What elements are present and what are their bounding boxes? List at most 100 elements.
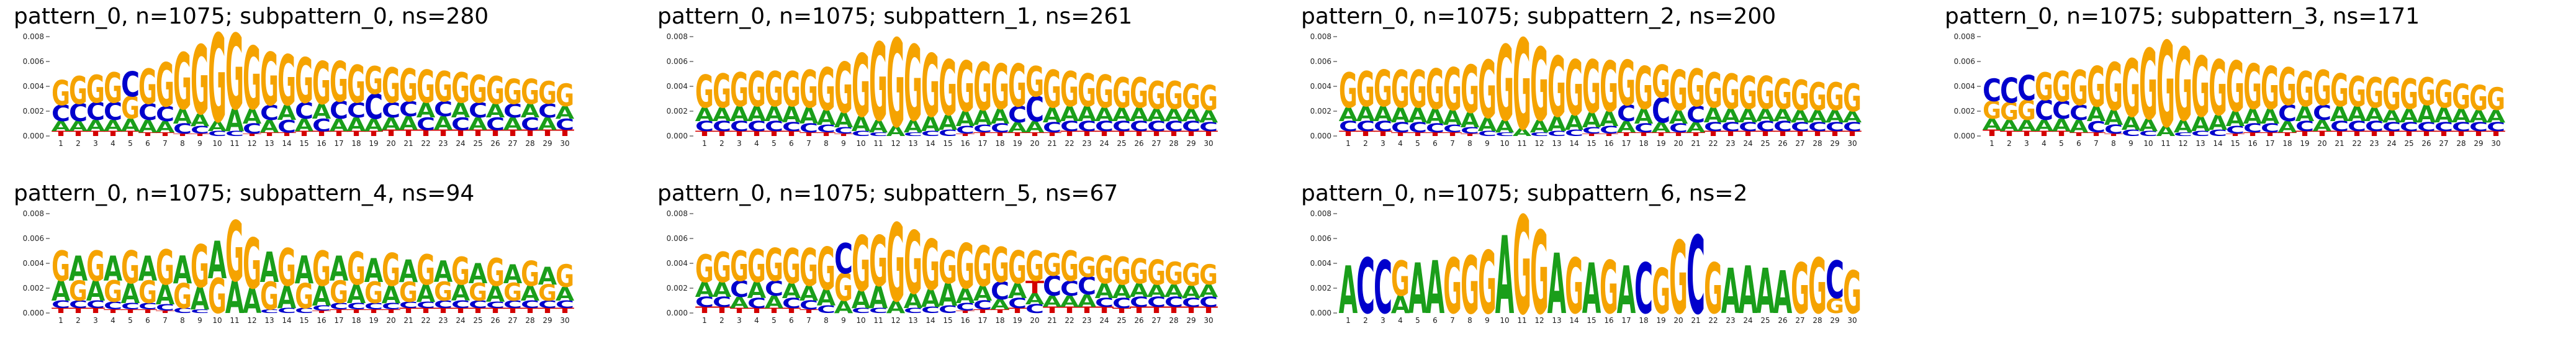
x-tick-label: 28 — [2456, 139, 2466, 148]
x-tick-label: 1 — [1346, 316, 1351, 325]
x-tick-label: 23 — [1082, 316, 1091, 325]
x-tick-label: 11 — [230, 316, 239, 325]
logo-letter-C: C — [1339, 119, 1358, 135]
logo-letter-C: C — [834, 236, 853, 284]
logo-letter-C: C — [2487, 120, 2505, 134]
x-tick-label: 7 — [163, 316, 168, 325]
logo-letter-T: T — [469, 129, 488, 138]
x-tick-label: 21 — [1691, 316, 1700, 325]
x-tick-label: 11 — [1517, 139, 1526, 148]
logo-letter-G: G — [2278, 58, 2297, 118]
x-tick-label: 5 — [772, 139, 777, 148]
y-tick-label: 0.000 — [23, 132, 44, 140]
logo-letter-T: T — [1095, 306, 1114, 315]
logo-letter-C: C — [1199, 294, 1218, 311]
logo-letter-G: G — [939, 45, 957, 134]
logo-letter-G: G — [1043, 248, 1061, 284]
logo-letter-A: A — [86, 117, 106, 135]
x-tick-label: 10 — [856, 139, 865, 148]
logo-letter-T: T — [1582, 133, 1601, 137]
y-tick-label: 0.002 — [23, 107, 44, 116]
logo-letter-C: C — [956, 301, 975, 313]
x-tick-label: 13 — [908, 139, 917, 148]
logo-letter-C: C — [556, 299, 574, 311]
logo-letter-T: T — [330, 130, 348, 138]
logo-letter-A: A — [1060, 293, 1079, 311]
logo-letter-G: G — [295, 277, 313, 317]
x-tick-label: 21 — [403, 139, 413, 148]
logo-letter-C: C — [277, 307, 296, 315]
y-tick-label: 0.006 — [23, 234, 44, 243]
logo-letter-A: A — [2174, 117, 2193, 137]
x-tick-label: 3 — [1380, 139, 1385, 148]
logo-letter-G: G — [243, 225, 261, 305]
x-tick-label: 30 — [560, 316, 569, 325]
logo-letter-G: G — [1478, 234, 1497, 334]
logo-letter-C: C — [2348, 119, 2366, 135]
logo-letter-C: C — [191, 309, 209, 315]
logo-letter-C: C — [1078, 119, 1096, 135]
x-tick-label: 5 — [1415, 316, 1420, 325]
logo-letter-C: C — [991, 121, 1009, 135]
logo-letter-A: A — [886, 297, 906, 318]
logo-letter-T: T — [382, 309, 401, 314]
logo-letter-C: C — [817, 304, 835, 315]
logo-letter-A: A — [1147, 106, 1166, 126]
logo-letter-A: A — [121, 278, 140, 310]
logo-letter-A: A — [695, 104, 714, 127]
logo-letter-G: G — [852, 37, 870, 137]
logo-letter-C: C — [973, 298, 992, 312]
logo-letter-A: A — [1426, 246, 1444, 331]
logo-letter-C: C — [121, 302, 140, 312]
x-tick-label: 29 — [2474, 139, 2483, 148]
logo-letter-G: G — [695, 67, 714, 119]
x-tick-label: 25 — [1760, 316, 1770, 325]
x-tick-label: 16 — [1604, 316, 1613, 325]
logo-letter-G: G — [991, 51, 1009, 124]
x-tick-label: 22 — [1065, 316, 1074, 325]
logo-letter-G: G — [2087, 56, 2105, 120]
x-tick-label: 30 — [2491, 139, 2500, 148]
logo-letter-C: C — [695, 119, 714, 135]
logo-letter-C: C — [2139, 130, 2158, 138]
logo-letter-T: T — [1025, 278, 1044, 297]
x-tick-label: 1 — [702, 316, 707, 325]
logo-letter-A: A — [817, 106, 836, 130]
logo-letter-G: G — [399, 276, 418, 309]
logo-letter-A: A — [277, 101, 297, 125]
logo-letter-G: G — [1739, 68, 1757, 120]
x-tick-label: 16 — [317, 139, 326, 148]
logo-letter-G: G — [451, 64, 470, 112]
logo-letter-G: G — [2052, 63, 2071, 111]
logo-letter-G: G — [730, 242, 749, 291]
x-tick-label: 15 — [299, 139, 308, 148]
logo-letter-T: T — [1739, 130, 1757, 138]
panel-title: pattern_0, n=1075; subpattern_3, ns=171 — [1945, 4, 2420, 29]
y-tick-label: 0.006 — [667, 57, 688, 66]
logo-letter-A: A — [1634, 104, 1654, 129]
logo-letter-C: C — [347, 302, 366, 312]
logo-letter-C: C — [1600, 124, 1618, 136]
x-tick-label: 13 — [1552, 316, 1561, 325]
x-tick-label: 25 — [1117, 316, 1126, 325]
logo-letter-C: C — [1808, 120, 1827, 134]
logo-letter-G: G — [1130, 252, 1148, 293]
logo-letter-C: C — [869, 307, 888, 315]
logo-letter-T: T — [434, 307, 453, 315]
logo-letter-C: C — [1773, 119, 1792, 135]
logo-letter-G: G — [1043, 60, 1061, 120]
x-tick-label: 23 — [1082, 139, 1091, 148]
x-tick-label: 17 — [334, 316, 343, 325]
logo-letter-C: C — [277, 117, 296, 137]
logo-letter-A: A — [2139, 116, 2158, 136]
x-tick-label: 11 — [1517, 316, 1526, 325]
logo-letter-T: T — [1773, 130, 1792, 138]
logo-letter-A: A — [191, 281, 210, 317]
y-tick-label: 0.002 — [1310, 284, 1331, 293]
logo-letter-A: A — [1808, 107, 1827, 127]
logo-letter-T: T — [2400, 130, 2418, 138]
logo-letter-T: T — [799, 309, 819, 314]
logo-letter-A: A — [312, 99, 331, 124]
x-tick-label: 12 — [247, 139, 256, 148]
